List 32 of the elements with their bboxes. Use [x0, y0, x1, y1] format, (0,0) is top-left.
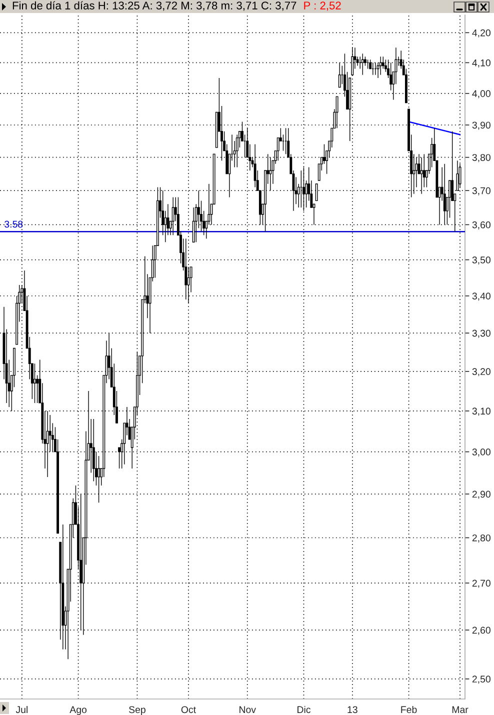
y-tick-label: 2,90 [472, 490, 490, 499]
x-tick-label: Feb [401, 706, 417, 714]
y-tick-label: 3,10 [472, 408, 490, 416]
y-tick-label: 3,00 [472, 448, 490, 457]
y-tick-label: 3,90 [472, 122, 490, 130]
y-tick-label: 2,70 [472, 580, 490, 588]
x-tick-label: Oct [181, 706, 196, 714]
x-tick-label: Mar [452, 706, 468, 714]
y-tick-label: 3,30 [472, 330, 490, 338]
chart-subtitle: P : 2,52 [304, 2, 341, 11]
candlestick [366, 59, 369, 70]
candlestick [284, 128, 288, 154]
y-tick-label: 3,20 [472, 368, 490, 376]
x-tick-label: Ago [70, 706, 87, 715]
ref-line-label: 3.58 [4, 220, 23, 228]
y-tick-label: 2,60 [472, 626, 490, 635]
x-tick-label: Dic [298, 706, 310, 714]
y-tick-label: 4,10 [472, 59, 490, 68]
chart-title: Fin de día 1 días H: 13:25 A: 3,72 M: 3,78 m: 3,71 C: 3,77 [12, 1, 296, 11]
x-tick-label: 13 [348, 706, 358, 714]
y-tick-label: 2,50 [472, 676, 490, 684]
y-tick-label: 3,40 [472, 292, 490, 301]
y-tick-label: 2,80 [472, 534, 490, 543]
y-tick-label: 3,80 [472, 154, 490, 162]
x-tick-label: Jul [16, 706, 28, 714]
y-tick-label: 3,70 [472, 187, 490, 196]
y-tick-label: 3,50 [472, 256, 490, 265]
y-tick-label: 3,60 [472, 221, 490, 230]
x-tick-label: Nov [240, 706, 256, 714]
x-tick-label: Sep [129, 706, 146, 715]
y-tick-label: 4,20 [472, 29, 490, 38]
y-tick-label: 4,00 [472, 90, 490, 98]
